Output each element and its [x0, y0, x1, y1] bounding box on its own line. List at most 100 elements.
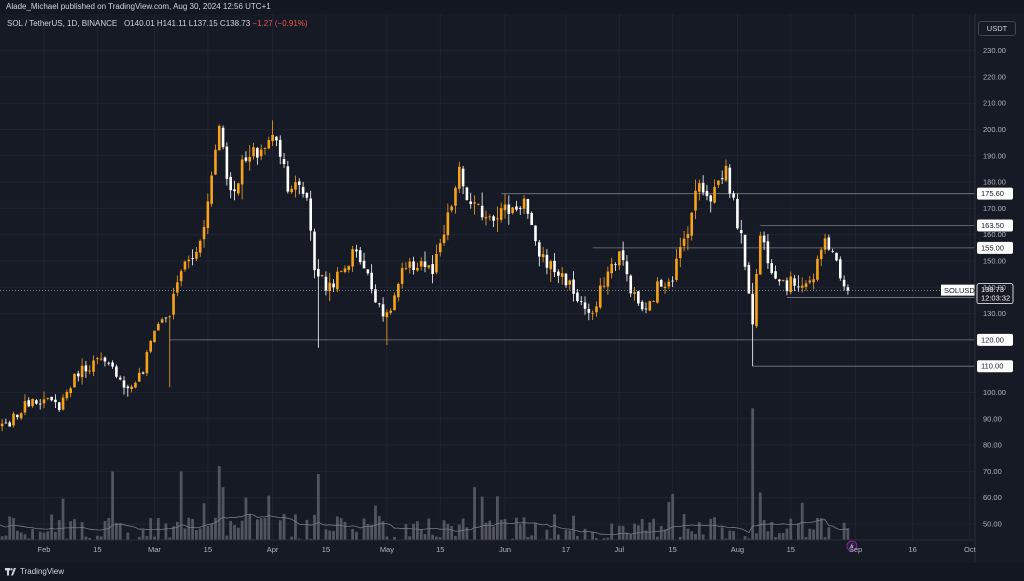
volume-bar: [61, 498, 65, 540]
candle-body: [606, 271, 610, 287]
candle-body: [397, 283, 400, 298]
volume-bar: [606, 537, 610, 540]
symbol-title[interactable]: SOL / TetherUS, 1D, BINANCE: [7, 19, 118, 28]
volume-bar: [720, 527, 724, 540]
candle-body: [442, 234, 446, 244]
candle-body: [637, 291, 640, 304]
candle-body: [675, 258, 678, 280]
candle-body: [530, 212, 533, 226]
candle-body: [816, 258, 819, 280]
candle-body: [583, 302, 587, 309]
footer-brand[interactable]: TradingView: [20, 567, 65, 576]
volume-bar: [431, 534, 435, 540]
volume-bar: [758, 492, 762, 540]
volume-bar: [412, 523, 415, 540]
time-axis[interactable]: Feb 15 Mar 15 Apr 15 May 15 Jun 17 Jul 15 Aug 15 Sep 16…: [0, 539, 977, 554]
volume-bar: [335, 516, 339, 540]
candle-body: [393, 295, 396, 311]
candle-body: [629, 275, 633, 294]
volume-bar: [568, 530, 572, 540]
candle-body: [618, 251, 621, 266]
volume-bar: [236, 527, 240, 540]
candle-body: [648, 301, 652, 311]
level-tag-label: 110.00: [981, 362, 1003, 371]
currency-button[interactable]: USDT: [978, 21, 1016, 36]
volume-bar: [842, 522, 846, 540]
volume-bar: [770, 522, 774, 540]
volume-bar: [0, 536, 4, 540]
candle-body: [240, 159, 244, 185]
volume-bar: [454, 536, 457, 540]
volume-bar: [724, 538, 728, 540]
candle-body: [137, 372, 141, 382]
candle-body: [724, 165, 728, 181]
volume-bar: [671, 493, 675, 540]
candle-body: [267, 139, 271, 149]
level-tag-label: 163.50: [981, 221, 1004, 230]
volume-bar: [95, 535, 99, 540]
candle-body: [377, 303, 381, 305]
volume-bar: [492, 526, 495, 540]
volume-bar: [309, 538, 313, 540]
volume-bar: [800, 502, 804, 540]
candle-body: [503, 204, 507, 211]
open-value: 140.01: [130, 19, 155, 28]
close-value: 138.73: [225, 19, 251, 28]
volume-bar: [621, 525, 625, 540]
time-tick-label: Apr: [267, 545, 279, 554]
candle-body: [256, 147, 259, 158]
candle-body: [229, 176, 232, 191]
candle-body: [92, 360, 95, 372]
candle-body: [198, 240, 202, 253]
symbol-tag: [941, 284, 975, 296]
volume-bar: [774, 536, 777, 540]
price-tick-label: 230.00: [983, 46, 1006, 55]
volume-bar: [282, 513, 286, 540]
candle-body: [191, 258, 194, 259]
volume-bar: [255, 519, 259, 540]
candle-body: [511, 207, 514, 214]
publisher-bar: Alade_Michael published on TradingView.c…: [0, 0, 1024, 14]
candle-body: [682, 238, 686, 246]
footer: TradingView: [0, 563, 1024, 581]
price-tick-label: 200.00: [983, 125, 1006, 134]
volume-bar: [526, 536, 530, 540]
candle-body: [355, 249, 358, 252]
candle-body: [774, 271, 777, 279]
volume-bar: [248, 514, 252, 540]
price-axis[interactable]: 230.00 220.00 210.00 200.00 190.00 180.00 170.…: [974, 14, 1006, 563]
volume-bar: [305, 519, 309, 540]
volume-bar: [69, 521, 73, 540]
time-tick-label: Jul: [615, 545, 625, 554]
price-tick-label: 190.00: [983, 151, 1006, 160]
volume-bar: [19, 532, 23, 540]
candle-body: [381, 304, 385, 317]
price-tick-label: 140.00: [983, 283, 1006, 292]
volume-bar: [313, 514, 316, 540]
candle-body: [290, 188, 293, 193]
volume-bar: [515, 517, 518, 540]
volume-bar: [80, 522, 84, 540]
candle-body: [678, 247, 682, 259]
candle-body: [545, 254, 549, 268]
volume-bar: [8, 516, 12, 540]
candle-body: [259, 149, 263, 157]
volume-bar: [648, 522, 652, 540]
candle-body: [473, 202, 476, 204]
candle-body: [465, 187, 469, 200]
candle-body: [838, 259, 842, 279]
volume-bar: [534, 523, 537, 540]
volume-bar: [175, 521, 179, 540]
candle-body: [450, 206, 453, 211]
volume-bar: [640, 519, 644, 540]
time-tick-label: Feb: [38, 545, 51, 554]
volume-bar: [461, 518, 465, 540]
candle-body: [153, 330, 156, 343]
candle-body: [389, 310, 393, 313]
candle-body: [244, 157, 248, 161]
volume-bar: [667, 501, 671, 540]
candle-body: [633, 292, 636, 294]
open-label: O: [123, 19, 131, 28]
volume-bar: [88, 538, 92, 540]
